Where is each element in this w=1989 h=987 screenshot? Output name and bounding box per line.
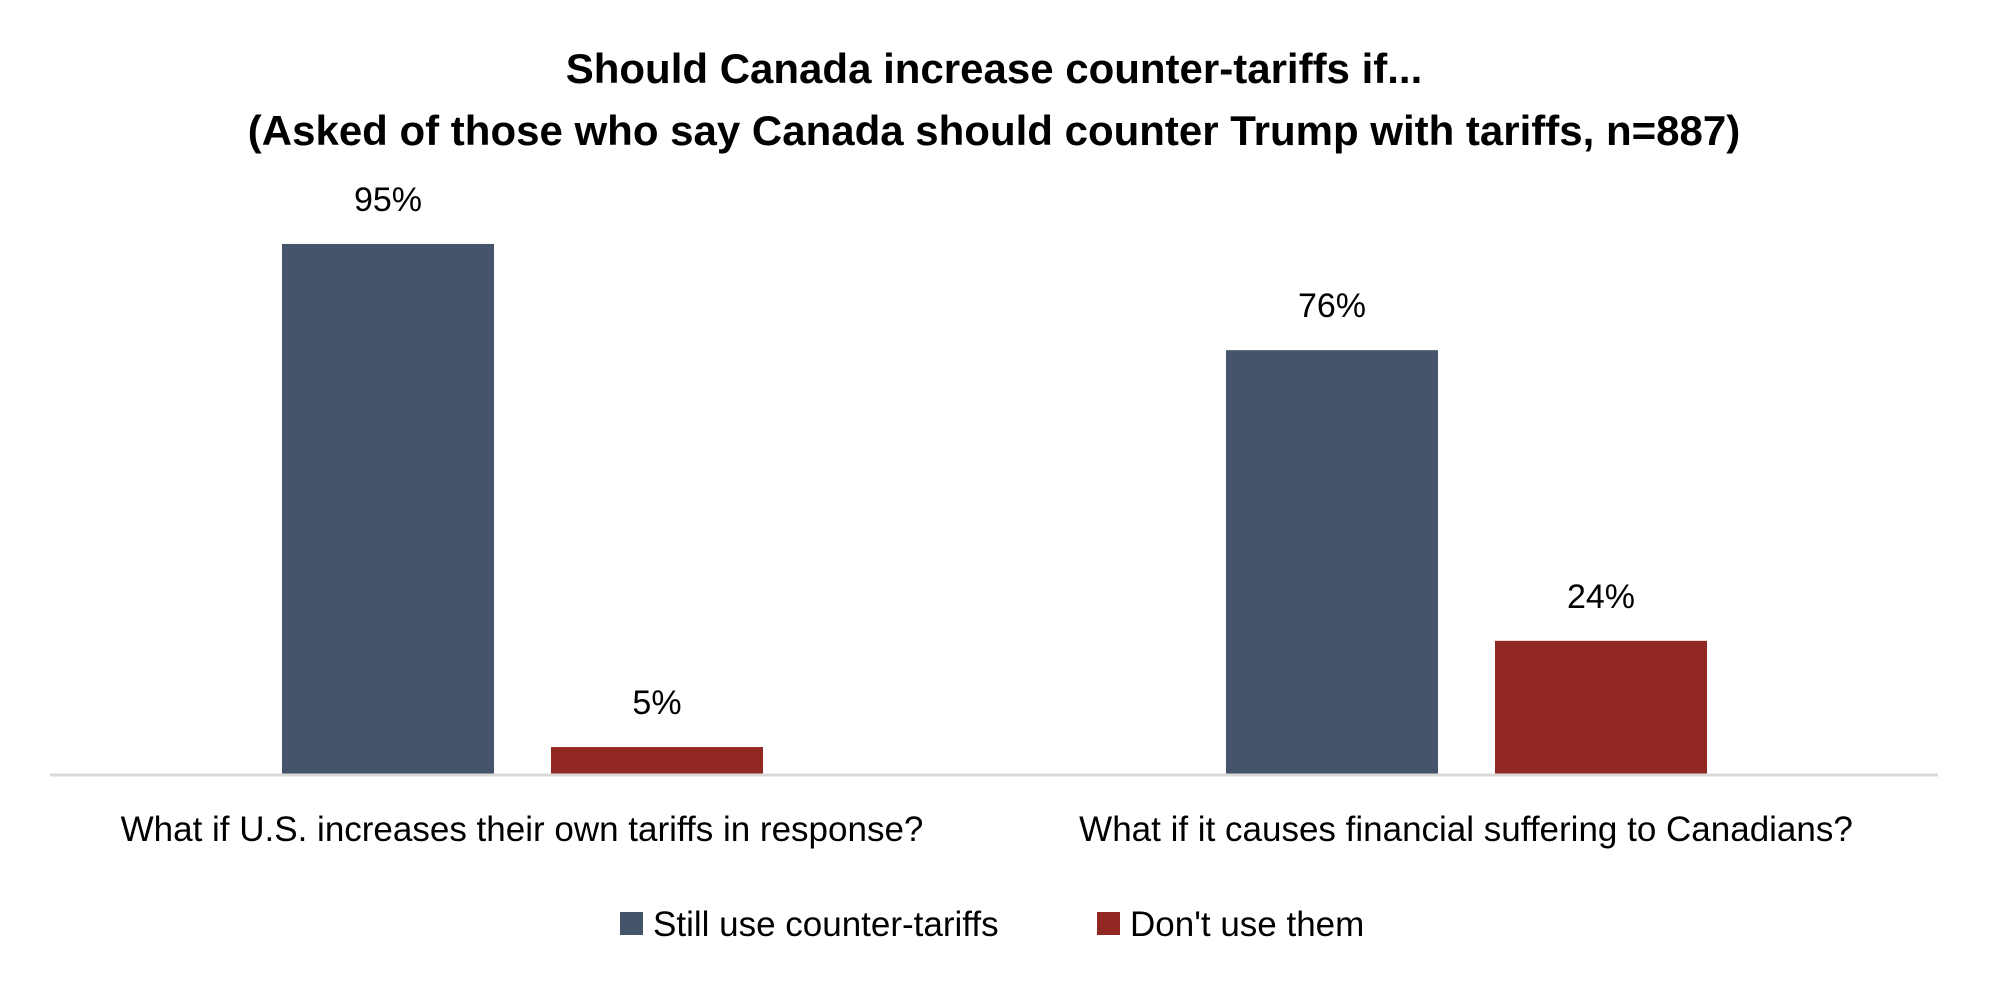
bar-dont-use-2: [1495, 640, 1707, 775]
bar-dont-use-1: [551, 747, 763, 775]
category-labels: What if U.S. increases their own tariffs…: [121, 810, 1853, 849]
bar-still-use-1: [282, 243, 494, 775]
legend-swatch: [1097, 912, 1120, 935]
legend-label: Don't use them: [1130, 905, 1364, 944]
category-label: What if it causes financial suffering to…: [1079, 810, 1853, 849]
data-label: 24%: [1567, 578, 1635, 616]
legend-label: Still use counter-tariffs: [653, 905, 999, 944]
bars-group: 95% 5% 76% 24%: [282, 181, 1707, 775]
data-label: 95%: [354, 181, 422, 219]
category-label: What if U.S. increases their own tariffs…: [121, 810, 924, 849]
chart-subtitle: (Asked of those who say Canada should co…: [248, 107, 1740, 154]
legend: Still use counter-tariffs Don't use them: [620, 905, 1364, 944]
chart-title: Should Canada increase counter-tariffs i…: [566, 45, 1423, 92]
legend-swatch: [620, 912, 643, 935]
data-label: 5%: [632, 684, 681, 722]
bar-still-use-2: [1226, 350, 1438, 775]
data-label: 76%: [1298, 287, 1366, 325]
